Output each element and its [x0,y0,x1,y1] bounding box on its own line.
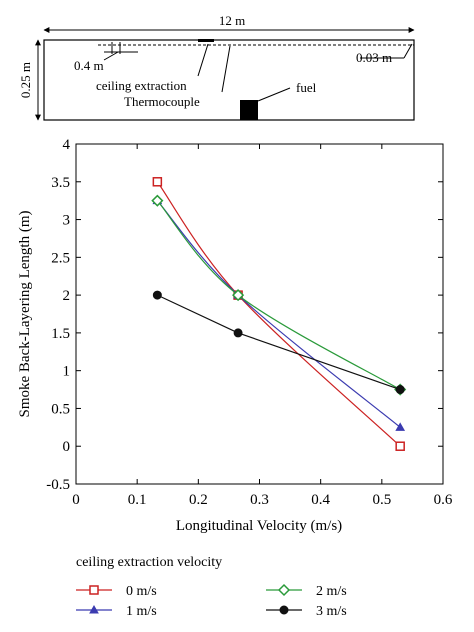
x-tick-label: 0.2 [189,492,208,508]
tunnel-outline [43,39,415,121]
data-point [395,422,406,431]
legend: ceiling extraction velocity 0 m/s 1 m/s 2 … [76,555,347,619]
data-point [233,328,243,338]
series-line [156,200,401,428]
y-tick-label: 4 [63,137,71,153]
extraction-leader [197,43,209,77]
y-tick-label: -0.5 [46,477,70,493]
y-tick-label: 1 [63,364,71,380]
series-line [156,181,401,447]
length-label: 12 m [219,13,245,28]
data-point [151,194,164,207]
legend-entry: 1 m/s [76,604,157,619]
data-point [232,289,245,302]
legend-label: 3 m/s [316,604,347,619]
gap-leader [403,43,413,59]
series-3 [152,290,405,395]
spacing-label: 0.4 m [74,58,104,73]
tunnel-diagram: 12 m 0.25 m 0.4 m 0.03 m ceiling extract… [18,13,415,121]
fuel-label: fuel [296,80,317,95]
y-tick-label: 0.5 [51,401,70,417]
data-point [152,177,163,187]
legend-entries: 0 m/s 1 m/s 2 m/s 3 m/s [76,583,347,619]
x-tick-label: 0.1 [128,492,147,508]
legend-swatch-marker [89,585,99,595]
series-2 [151,194,407,396]
legend-swatch-marker [279,605,289,615]
legend-label: 0 m/s [126,584,157,599]
legend-swatch-marker [89,604,99,614]
thermocouple-leader [221,45,231,93]
series-line [156,200,401,391]
legend-title: ceiling extraction velocity [76,555,222,570]
thermocouple-label: Thermocouple [124,94,200,109]
series-line [157,294,401,391]
fuel-leader [257,87,291,102]
gap-label: 0.03 m [356,50,392,65]
x-tick-label: 0.4 [311,492,330,508]
legend-swatch-marker [277,583,291,597]
x-tick-label: 0 [72,492,80,508]
y-tick-label: 0 [63,439,71,455]
y-tick-label: 1.5 [51,326,70,342]
series-layer [151,177,407,451]
legend-entry: 0 m/s [76,584,157,599]
data-point [152,290,162,300]
x-tick-label: 0.3 [250,492,269,508]
y-tick-label: 2 [63,288,71,304]
legend-label: 1 m/s [126,604,157,619]
series-0 [152,177,405,451]
y-tick-label: 3 [63,213,71,229]
y-ticks: -0.5 0 0.5 1 1.5 2 2.5 3 3.5 4 [46,137,443,493]
x-tick-label: 0.6 [434,492,453,508]
x-tick-label: 0.5 [372,492,391,508]
spacing-leader-down [103,51,119,61]
legend-label: 2 m/s [316,584,347,599]
legend-entry: 3 m/s [266,604,347,619]
series-1 [152,195,406,431]
fuel-block [240,100,258,120]
y-tick-label: 3.5 [51,175,70,191]
data-point [395,441,405,451]
data-point [395,385,405,395]
y-axis-title: Smoke Back-Layering Length (m) [17,210,33,417]
height-label: 0.25 m [18,62,33,98]
extraction-vent [198,39,214,42]
x-ticks: 0 0.1 0.2 0.3 0.4 0.5 0.6 [72,144,453,508]
legend-entry: 2 m/s [266,583,347,599]
x-axis-title: Longitudinal Velocity (m/s) [176,518,342,534]
y-tick-label: 2.5 [51,250,70,266]
chart: 0 0.1 0.2 0.3 0.4 0.5 0.6 -0.500.511.522.533.5… [17,137,453,534]
extraction-label: ceiling extraction [96,78,187,93]
